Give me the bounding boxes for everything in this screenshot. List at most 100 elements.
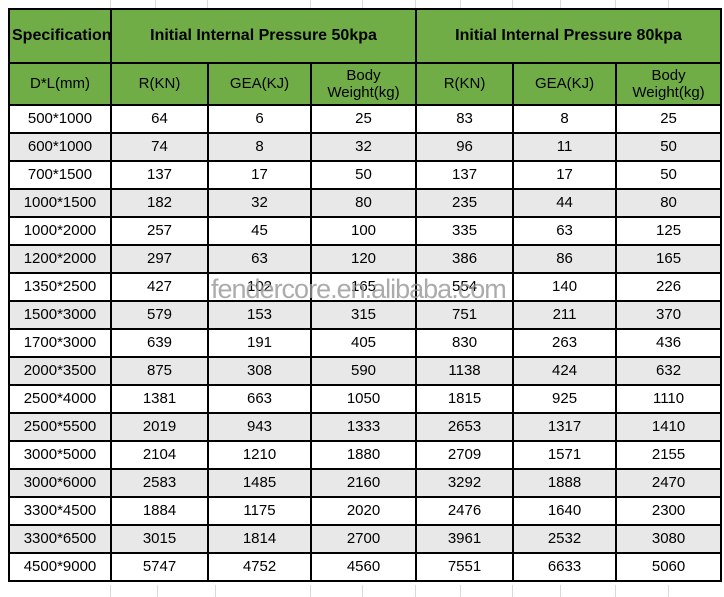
value-cell: 50 [615,160,723,190]
sub-header-row: D*L(mm) R(KN) GEA(KJ) Body Weight(kg) R(… [8,62,723,106]
value-cell: 64 [110,104,209,134]
spec-cell: 1000*1500 [8,188,112,218]
value-cell: 2300 [615,496,723,526]
table-body: 500*1000 64 6 25 83 8 25 600*1000 74 8 32 96 11 50 700… [8,104,723,582]
value-cell: 1814 [207,524,312,554]
value-cell: 639 [110,328,209,358]
value-cell: 2532 [512,524,618,554]
gridline-tick [415,0,416,8]
table-header: Specification Initial Internal Pressure … [8,8,723,106]
value-cell: 32 [309,132,418,162]
value-cell: 1640 [512,496,618,526]
value-cell: 137 [110,160,209,190]
spec-cell: 600*1000 [8,132,112,162]
gridline-tick [560,0,561,8]
spec-cell: 3300*4500 [8,496,112,526]
value-cell: 2104 [110,440,209,470]
value-cell: 17 [512,160,618,190]
table-row: 1700*3000 639 191 405 830 263 436 [8,328,723,358]
gridline-tick [668,585,669,597]
value-cell: 7551 [415,552,515,582]
gridline-tick [362,0,363,8]
value-cell: 1317 [512,412,618,442]
value-cell: 263 [512,328,618,358]
gridline-tick [460,0,461,8]
value-cell: 1138 [415,356,515,386]
value-cell: 424 [512,356,618,386]
value-cell: 2700 [309,524,418,554]
value-cell: 102 [207,272,312,302]
value-cell: 632 [615,356,723,386]
value-cell: 50 [309,160,418,190]
gridline-tick [615,585,616,597]
gridline-tick [215,585,216,597]
r-kn-header-50: R(KN) [110,62,209,106]
value-cell: 3961 [415,524,515,554]
value-cell: 32 [207,188,312,218]
group-header-50kpa: Initial Internal Pressure 50kpa [109,8,418,64]
value-cell: 436 [615,328,723,358]
table-row: 3300*6500 3015 1814 2700 3961 2532 3080 [8,524,723,554]
value-cell: 405 [309,328,418,358]
table-row: 2000*3500 875 308 590 1138 424 632 [8,356,723,386]
value-cell: 165 [309,272,418,302]
gridline-tick [155,0,156,8]
value-cell: 50 [615,132,723,162]
pressure-spec-table: Specification Initial Internal Pressure … [8,8,723,582]
value-cell: 1410 [615,412,723,442]
value-cell: 8 [207,132,312,162]
gridline-tick [512,0,513,8]
value-cell: 1485 [207,468,312,498]
spec-cell: 1700*3000 [8,328,112,358]
spec-cell: 2500*4000 [8,384,112,414]
gridline-tick [460,585,461,597]
value-cell: 2476 [415,496,515,526]
value-cell: 45 [207,216,312,246]
value-cell: 2583 [110,468,209,498]
value-cell: 140 [512,272,618,302]
value-cell: 80 [615,188,723,218]
value-cell: 2155 [615,440,723,470]
value-cell: 63 [512,216,618,246]
value-cell: 86 [512,244,618,274]
value-cell: 2160 [309,468,418,498]
value-cell: 100 [309,216,418,246]
spec-cell: 3300*6500 [8,524,112,554]
table-row: 4500*9000 5747 4752 4560 7551 6633 5060 [8,552,723,582]
table-row: 3000*5000 2104 1210 1880 2709 1571 2155 [8,440,723,470]
gea-kj-header-50: GEA(KJ) [207,62,312,106]
spec-cell: 1350*2500 [8,272,112,302]
table-row: 3000*6000 2583 1485 2160 3292 1888 2470 [8,468,723,498]
value-cell: 80 [309,188,418,218]
value-cell: 17 [207,160,312,190]
value-cell: 3080 [615,524,723,554]
value-cell: 579 [110,300,209,330]
value-cell: 751 [415,300,515,330]
gridline-tick [157,585,158,597]
value-cell: 2020 [309,496,418,526]
value-cell: 44 [512,188,618,218]
spec-cell: 3000*6000 [8,468,112,498]
value-cell: 74 [110,132,209,162]
value-cell: 1884 [110,496,209,526]
value-cell: 4560 [309,552,418,582]
value-cell: 1110 [615,384,723,414]
table-row: 500*1000 64 6 25 83 8 25 [8,104,723,134]
value-cell: 1815 [415,384,515,414]
value-cell: 191 [207,328,312,358]
value-cell: 96 [415,132,515,162]
value-cell: 308 [207,356,312,386]
value-cell: 11 [512,132,618,162]
spec-cell: 2000*3500 [8,356,112,386]
value-cell: 3292 [415,468,515,498]
table-row: 1000*1500 182 32 80 235 44 80 [8,188,723,218]
value-cell: 2653 [415,412,515,442]
value-cell: 875 [110,356,209,386]
gridline-tick [310,0,311,8]
value-cell: 226 [615,272,723,302]
value-cell: 211 [512,300,618,330]
gridline-tick [207,0,208,8]
spec-cell: 1200*2000 [8,244,112,274]
value-cell: 3015 [110,524,209,554]
